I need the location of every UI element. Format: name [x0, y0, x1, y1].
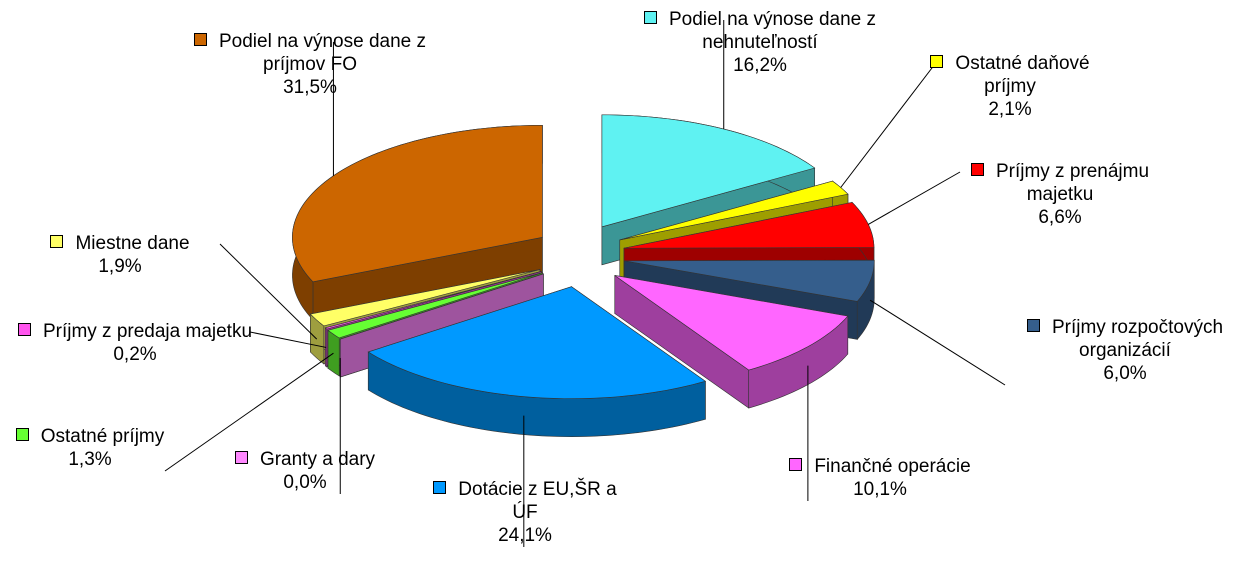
data-label: Príjmy rozpočtových organizácií 6,0%: [995, 316, 1255, 385]
data-label: Dotácie z EU,ŠR a ÚF 24,1%: [420, 478, 630, 547]
data-label: Príjmy z prenájmu majetku 6,6%: [950, 160, 1170, 229]
value-label: 1,3%: [68, 449, 112, 470]
data-label: Finančné operácie 10,1%: [750, 455, 1010, 501]
slice: [367, 286, 707, 399]
value-label: 0,2%: [113, 344, 157, 365]
legend-marker: [17, 323, 31, 336]
slice: [324, 271, 542, 330]
slice: [623, 202, 875, 249]
data-label: Podiel na výnose dane z nehnuteľností 16,…: [625, 8, 895, 77]
data-label: Príjmy z predaja majetku 0,2%: [10, 320, 260, 366]
value-label: 1,9%: [98, 256, 142, 277]
legend-marker: [234, 451, 248, 464]
category-label: Miestne dane: [75, 233, 190, 254]
data-label: Ostatné príjmy 1,3%: [5, 425, 175, 471]
category-label: Podiel na výnose dane z príjmov FO: [218, 31, 427, 75]
category-label: Príjmy z predaja majetku: [42, 321, 253, 342]
legend-marker: [789, 458, 803, 471]
category-label: Príjmy rozpočtových organizácií: [1051, 317, 1224, 361]
label-name-line: Ostatné príjmy: [5, 425, 175, 448]
label-name-line: Príjmy rozpočtových organizácií: [995, 316, 1255, 362]
label-name-line: Príjmy z prenájmu majetku: [950, 160, 1170, 206]
value-label: 6,6%: [1038, 207, 1082, 228]
leader-line: [840, 63, 936, 188]
category-label: Granty a dary: [259, 449, 376, 470]
leader-line: [219, 243, 318, 340]
value-label: 0,0%: [283, 472, 327, 493]
slice: [624, 259, 875, 302]
legend-marker: [643, 11, 657, 24]
legend-marker: [433, 481, 447, 494]
value-label: 16,2%: [733, 55, 787, 76]
slice: [309, 269, 540, 327]
category-label: Ostatné daňové príjmy: [955, 53, 1090, 97]
value-label: 10,1%: [853, 479, 907, 500]
value-label: 31,5%: [283, 77, 337, 98]
data-label: Podiel na výnose dane z príjmov FO 31,5%: [180, 30, 440, 99]
category-label: Finančné operácie: [814, 456, 971, 477]
label-name-line: Granty a dary: [195, 448, 415, 471]
legend-marker: [1026, 319, 1040, 332]
value-label: 24,1%: [498, 525, 552, 546]
label-name-line: Príjmy z predaja majetku: [10, 320, 260, 343]
data-label: Granty a dary 0,0%: [195, 448, 415, 494]
value-label: 6,0%: [1103, 363, 1147, 384]
category-label: Ostatné príjmy: [40, 426, 165, 447]
legend-marker: [930, 55, 944, 68]
slice: [601, 114, 816, 228]
category-label: Príjmy z prenájmu majetku: [995, 161, 1150, 205]
leader-line: [249, 331, 327, 348]
legend-marker: [970, 163, 984, 176]
slice: [614, 275, 849, 371]
category-label: Podiel na výnose dane z nehnuteľností: [668, 9, 877, 53]
legend-marker: [15, 428, 29, 441]
leader-line: [164, 352, 334, 472]
label-name-line: Finančné operácie: [750, 455, 1010, 478]
legend-marker: [50, 235, 64, 248]
category-label: Dotácie z EU,ŠR a ÚF: [458, 479, 617, 523]
slice: [327, 272, 543, 339]
label-name-line: Podiel na výnose dane z nehnuteľností: [625, 8, 895, 54]
label-name-line: Ostatné daňové príjmy: [925, 52, 1095, 98]
label-name-line: Dotácie z EU,ŠR a ÚF: [420, 478, 630, 524]
label-name-line: Miestne dane: [10, 232, 230, 255]
label-name-line: Podiel na výnose dane z príjmov FO: [180, 30, 440, 76]
leader-line: [869, 299, 1006, 386]
data-label: Ostatné daňové príjmy 2,1%: [925, 52, 1095, 121]
legend-marker: [193, 33, 207, 46]
data-label: Miestne dane 1,9%: [10, 232, 230, 278]
slice: [619, 180, 849, 241]
leader-line: [868, 171, 961, 225]
value-label: 2,1%: [988, 99, 1032, 120]
